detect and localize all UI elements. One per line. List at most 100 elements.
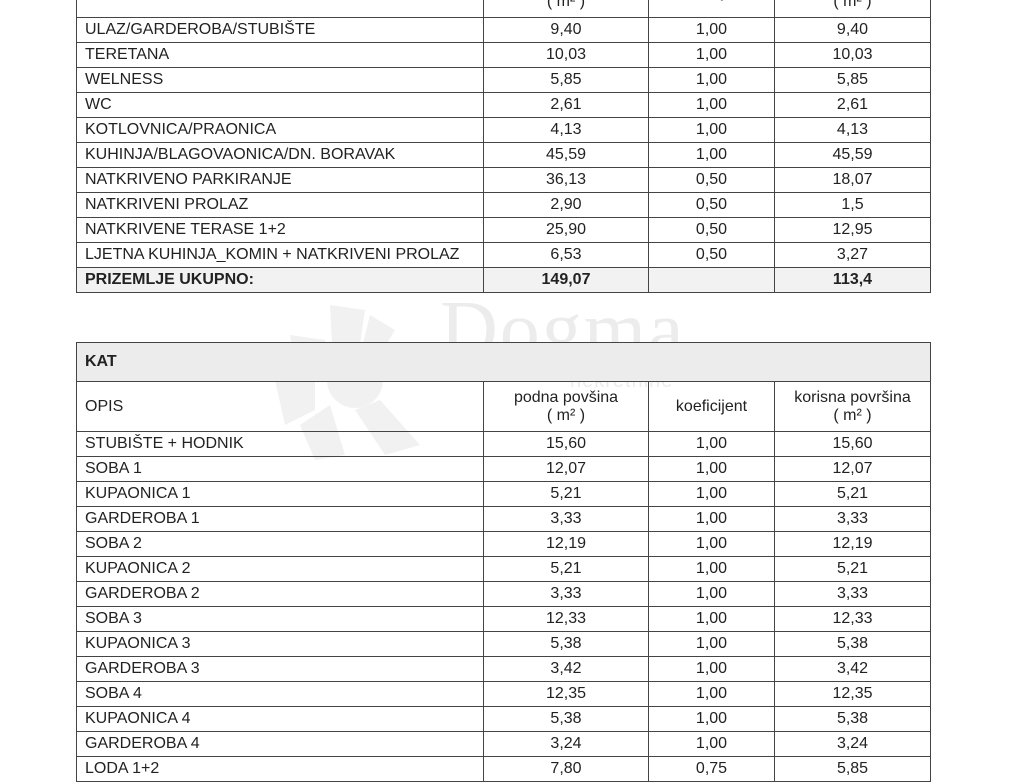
cell-podna: 2,61 — [483, 92, 649, 118]
cell-opis: GARDEROBA 4 — [76, 731, 484, 757]
cell-koef: 1,00 — [648, 606, 775, 632]
cell-koef: 1,00 — [648, 706, 775, 732]
table-row: GARDEROBA 2 3,33 1,00 3,33 — [76, 581, 932, 607]
section-title: KAT — [75, 342, 932, 382]
cell-koef: 1,00 — [648, 92, 775, 118]
cell-podna: 4,13 — [483, 117, 649, 143]
table-row: ULAZ/GARDEROBA/STUBIŠTE 9,40 1,00 9,40 — [76, 17, 931, 43]
cell-koef: 1,00 — [648, 431, 775, 457]
cell-korisna: 9,40 — [774, 17, 931, 43]
header-opis: OPIS — [76, 381, 484, 432]
table-row: WC 2,61 1,00 2,61 — [76, 92, 931, 118]
cell-opis: NATKRIVENO PARKIRANJE — [76, 167, 484, 193]
cell-korisna: 5,21 — [773, 481, 932, 507]
cell-podna: 7,80 — [483, 756, 649, 782]
cell-korisna: 5,38 — [773, 631, 932, 657]
total-row: PRIZEMLJE UKUPNO: 149,07 113,4 — [76, 267, 931, 293]
cell-korisna: 3,42 — [773, 656, 932, 682]
table-row: STUBIŠTE + HODNIK 15,60 1,00 15,60 — [76, 431, 932, 457]
cell-podna: 5,21 — [483, 481, 649, 507]
header-korisna: korisna površina( m² ) — [774, 0, 931, 18]
cell-korisna: 5,85 — [774, 67, 931, 93]
cell-koef: 1,00 — [648, 506, 775, 532]
cell-opis: SOBA 1 — [76, 456, 484, 482]
cell-opis: WELNESS — [76, 67, 484, 93]
cell-opis: SOBA 2 — [76, 531, 484, 557]
cell-koef: 1,00 — [648, 681, 775, 707]
table-row: SOBA 3 12,33 1,00 12,33 — [76, 606, 932, 632]
table-row: NATKRIVENO PARKIRANJE 36,13 0,50 18,07 — [76, 167, 931, 193]
cell-korisna: 12,19 — [773, 531, 932, 557]
cell-koef: 1,00 — [648, 631, 775, 657]
cell-podna: 10,03 — [483, 42, 649, 68]
cell-opis: STUBIŠTE + HODNIK — [76, 431, 484, 457]
cell-koef: 0,50 — [648, 192, 775, 218]
table-row: SOBA 4 12,35 1,00 12,35 — [76, 681, 932, 707]
header-podna-unit: ( m² ) — [546, 0, 586, 10]
cell-koef: 1,00 — [648, 42, 775, 68]
cell-podna: 5,85 — [483, 67, 649, 93]
cell-korisna: 12,35 — [773, 681, 932, 707]
cell-koef: 1,00 — [648, 117, 775, 143]
cell-koef: 1,00 — [648, 142, 775, 168]
table-row: LODA 1+2 7,80 0,75 5,85 — [76, 756, 932, 782]
cell-korisna: 5,38 — [773, 706, 932, 732]
cell-podna: 6,53 — [483, 242, 649, 268]
cell-korisna: 45,59 — [774, 142, 931, 168]
header-korisna-unit: ( m² ) — [833, 406, 872, 424]
cell-korisna: 5,85 — [773, 756, 932, 782]
cell-koef: 0,50 — [648, 242, 775, 268]
cell-koef: 1,00 — [648, 556, 775, 582]
cell-korisna: 3,33 — [773, 506, 932, 532]
header-korisna-label: korisna površina — [794, 388, 911, 406]
cell-podna: 149,07 — [483, 267, 649, 293]
table-row: LJETNA KUHINJA_KOMIN + NATKRIVENI PROLAZ… — [76, 242, 931, 268]
table-row: KUHINJA/BLAGOVAONICA/DN. BORAVAK 45,59 1,0… — [76, 142, 931, 168]
table-row: KUPAONICA 3 5,38 1,00 5,38 — [76, 631, 932, 657]
cell-koef: 0,75 — [648, 756, 775, 782]
table-row: NATKRIVENI PROLAZ 2,90 0,50 1,5 — [76, 192, 931, 218]
cell-opis: GARDEROBA 3 — [76, 656, 484, 682]
cell-koef: 1,00 — [648, 656, 775, 682]
table-row: KUPAONICA 2 5,21 1,00 5,21 — [76, 556, 932, 582]
header-podna: podna povšina( m² ) — [483, 0, 649, 18]
cell-podna: 25,90 — [483, 217, 649, 243]
table-row: GARDEROBA 4 3,24 1,00 3,24 — [76, 731, 932, 757]
cell-podna: 12,19 — [483, 531, 649, 557]
table-row: WELNESS 5,85 1,00 5,85 — [76, 67, 931, 93]
header-podna-label: podna povšina — [513, 388, 619, 406]
cell-opis: WC — [76, 92, 484, 118]
cell-opis: LODA 1+2 — [76, 756, 484, 782]
cell-koef: 1,00 — [648, 731, 775, 757]
cell-koef: 1,00 — [648, 456, 775, 482]
cell-opis: KUPAONICA 3 — [76, 631, 484, 657]
cell-opis: ULAZ/GARDEROBA/STUBIŠTE — [76, 17, 484, 43]
cell-opis: NATKRIVENE TERASE 1+2 — [76, 217, 484, 243]
cell-korisna: 4,13 — [774, 117, 931, 143]
table-row: NATKRIVENE TERASE 1+2 25,90 0,50 12,95 — [76, 217, 931, 243]
cell-korisna: 12,33 — [773, 606, 932, 632]
cell-podna: 5,38 — [483, 631, 649, 657]
cell-korisna: 18,07 — [774, 167, 931, 193]
header-koef: koeficijent — [648, 381, 775, 432]
cell-podna: 15,60 — [483, 431, 649, 457]
cell-koef: 1,00 — [648, 581, 775, 607]
table-row: SOBA 2 12,19 1,00 12,19 — [76, 531, 932, 557]
cell-podna: 5,21 — [483, 556, 649, 582]
cell-korisna: 10,03 — [774, 42, 931, 68]
cell-podna: 45,59 — [483, 142, 649, 168]
header-korisna-unit: ( m² ) — [833, 0, 872, 10]
cell-korisna: 12,95 — [774, 217, 931, 243]
table-row: TERETANA 10,03 1,00 10,03 — [76, 42, 931, 68]
cell-korisna: 5,21 — [773, 556, 932, 582]
cell-podna: 2,90 — [483, 192, 649, 218]
cell-koef: 0,50 — [648, 167, 775, 193]
cell-koef: 1,00 — [648, 17, 775, 43]
cell-korisna: 3,24 — [773, 731, 932, 757]
cell-podna: 36,13 — [483, 167, 649, 193]
cell-opis: TERETANA — [76, 42, 484, 68]
cell-podna: 9,40 — [483, 17, 649, 43]
cell-opis: KUPAONICA 2 — [76, 556, 484, 582]
cell-korisna: 15,60 — [773, 431, 932, 457]
